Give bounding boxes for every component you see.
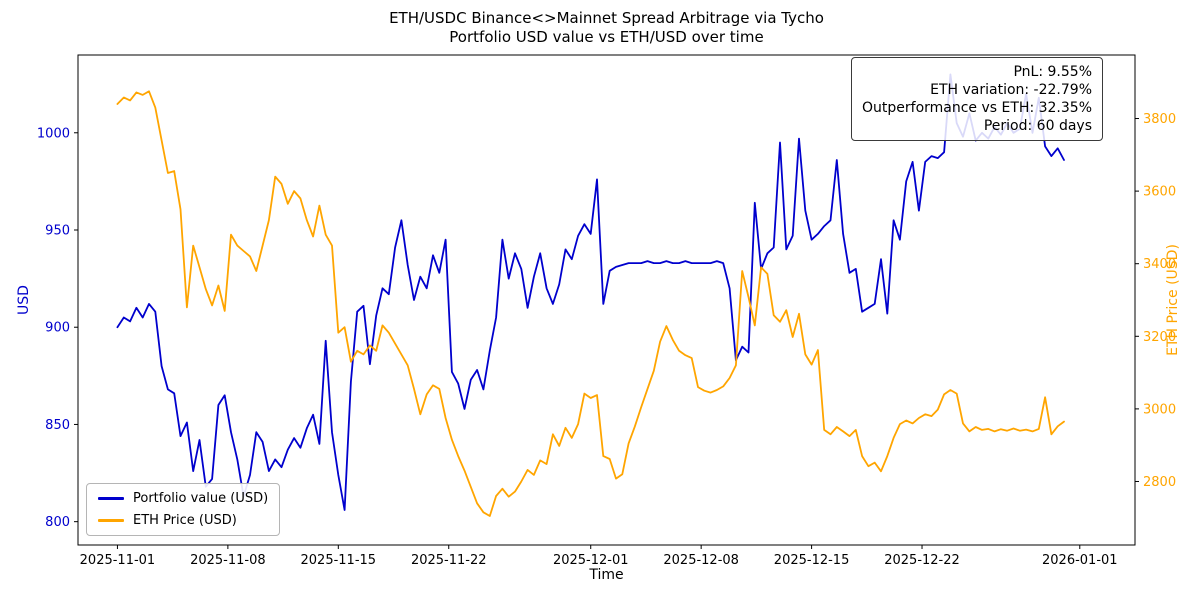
stats-annotation-box: PnL: 9.55% ETH variation: -22.79% Outper… <box>851 57 1103 141</box>
y-axis-right-label: ETH Price (USD) <box>1165 244 1181 356</box>
y-axis-left-label: USD <box>16 285 32 315</box>
x-tick-label: 2025-11-08 <box>190 553 266 568</box>
y-left-tick-label: 850 <box>45 418 70 433</box>
y-right-tick-label: 3000 <box>1143 402 1176 417</box>
legend-label-portfolio: Portfolio value (USD) <box>133 491 269 506</box>
legend: Portfolio value (USD) ETH Price (USD) <box>86 483 281 536</box>
x-tick-label: 2025-11-22 <box>411 553 487 568</box>
chart-title-line1: ETH/USDC Binance<>Mainnet Spread Arbitra… <box>389 9 824 27</box>
x-tick-label: 2026-01-01 <box>1042 553 1118 568</box>
stat-outperformance: Outperformance vs ETH: 32.35% <box>862 100 1092 116</box>
x-tick-label: 2025-11-15 <box>301 553 377 568</box>
y-right-tick-label: 3200 <box>1143 330 1176 345</box>
legend-swatch-eth <box>98 519 124 522</box>
y-right-tick-label: 3600 <box>1143 185 1176 200</box>
legend-swatch-portfolio <box>98 497 124 500</box>
y-right-tick-label: 3400 <box>1143 257 1176 272</box>
legend-item-portfolio: Portfolio value (USD) <box>98 491 268 506</box>
chart-title-line2: Portfolio USD value vs ETH/USD over time <box>449 28 764 46</box>
x-tick-label: 2025-11-01 <box>80 553 156 568</box>
legend-item-eth-price: ETH Price (USD) <box>98 513 268 528</box>
x-axis-label: Time <box>589 567 624 583</box>
series-line-eth-price <box>116 90 1065 517</box>
y-right-tick-label: 2800 <box>1143 475 1176 490</box>
legend-label-eth-price: ETH Price (USD) <box>133 513 237 528</box>
chart-title: ETH/USDC Binance<>Mainnet Spread Arbitra… <box>78 9 1135 47</box>
y-left-tick-label: 900 <box>45 321 70 336</box>
y-left-tick-label: 1000 <box>37 126 70 141</box>
y-right-tick-label: 3800 <box>1143 112 1176 127</box>
x-tick-label: 2025-12-15 <box>774 553 850 568</box>
plot-border <box>77 54 1136 546</box>
stat-period: Period: 60 days <box>983 118 1092 134</box>
stat-eth-variation: ETH variation: -22.79% <box>930 82 1092 98</box>
x-tick-label: 2025-12-08 <box>663 553 739 568</box>
y-left-tick-label: 950 <box>45 224 70 239</box>
x-tick-label: 2025-12-01 <box>553 553 629 568</box>
x-tick-label: 2025-12-22 <box>884 553 960 568</box>
y-left-tick-label: 800 <box>45 515 70 530</box>
stat-pnl: PnL: 9.55% <box>1013 64 1092 80</box>
series-line-portfolio <box>116 73 1065 511</box>
